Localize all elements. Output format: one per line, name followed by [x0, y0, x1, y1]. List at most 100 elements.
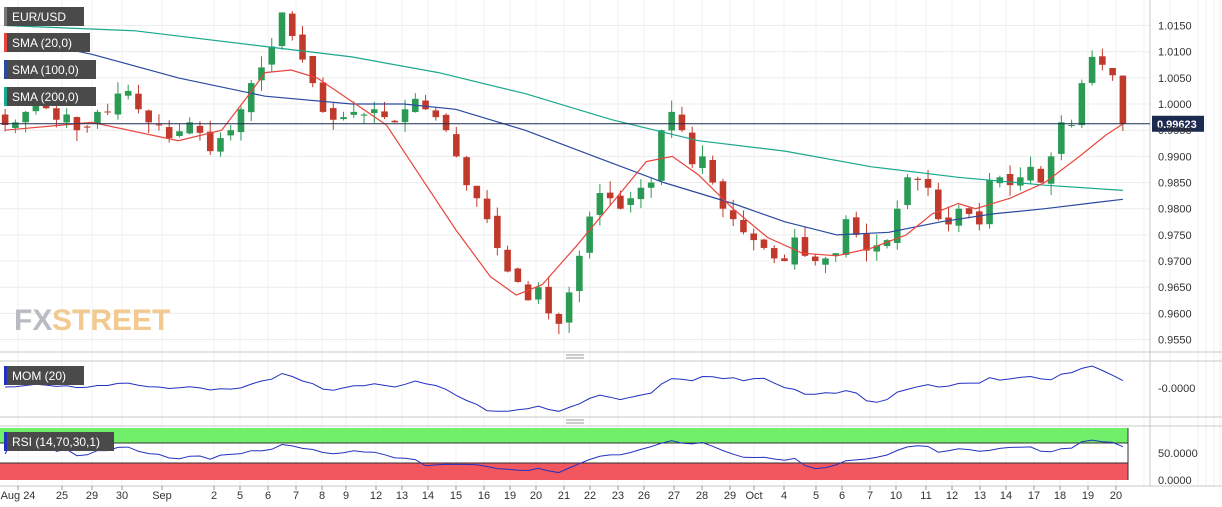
candle: [576, 250, 583, 303]
candle: [565, 286, 573, 333]
legend-sma100[interactable]: SMA (100,0): [4, 60, 96, 79]
candle: [422, 94, 429, 111]
legend-mom-label: MOM (20): [12, 369, 66, 383]
time-tick-label: 5: [237, 490, 243, 502]
price-candles: [1, 11, 1127, 335]
legend-sma200[interactable]: SMA (200,0): [4, 87, 96, 106]
panel-splitter-2[interactable]: [566, 419, 584, 424]
candle: [555, 312, 563, 335]
time-tick-label: 18: [1054, 490, 1066, 502]
legend-sma200-label: SMA (200,0): [12, 90, 79, 104]
time-tick-label: 7: [293, 490, 299, 502]
mom-panel-bg: [0, 361, 1150, 417]
candle: [750, 228, 757, 251]
price-tick-label: 1.0000: [1158, 99, 1192, 111]
time-tick-label: 27: [668, 490, 680, 502]
time-tick-label: 14: [1000, 490, 1012, 502]
sma100-line: [4, 35, 1123, 236]
time-tick-label: Aug 24: [1, 490, 36, 502]
time-tick-label: 12: [370, 490, 382, 502]
time-tick-label: 13: [396, 490, 408, 502]
time-tick-label: 20: [1110, 490, 1122, 502]
time-tick-label: 9: [343, 490, 349, 502]
candle: [94, 109, 101, 129]
rsi-tick-50: 50.0000: [1158, 448, 1198, 460]
candle: [842, 215, 850, 258]
candle: [1099, 48, 1106, 71]
rsi-line: [4, 432, 1124, 474]
fxstreet-logo: FX STREET: [14, 304, 170, 337]
candle: [781, 254, 788, 262]
candle: [12, 119, 19, 134]
candle: [586, 211, 593, 259]
price-tick-label: 0.9700: [1158, 256, 1192, 268]
candle: [432, 107, 440, 121]
candle: [1037, 166, 1045, 184]
candle: [504, 245, 511, 273]
candle: [145, 109, 152, 134]
legend-symbol[interactable]: EUR/USD: [4, 7, 84, 26]
candle: [473, 185, 481, 207]
time-tick-label: 14: [422, 490, 434, 502]
candle: [1027, 156, 1034, 185]
candle: [1, 108, 9, 132]
candle: [494, 207, 501, 256]
candle: [811, 253, 819, 266]
candle: [678, 106, 686, 133]
candle: [935, 182, 942, 221]
legend-sma20-label: SMA (20,0): [12, 36, 72, 50]
legend-sma20[interactable]: SMA (20,0): [4, 33, 90, 52]
legend-mom[interactable]: MOM (20): [4, 366, 84, 385]
candle: [883, 239, 891, 249]
candle: [371, 101, 378, 123]
candle: [463, 155, 470, 191]
candle: [606, 181, 614, 206]
candle: [647, 177, 655, 198]
candle: [514, 267, 522, 283]
price-tick-label: 0.9900: [1158, 151, 1192, 163]
time-tick-label: 6: [265, 490, 271, 502]
panel-splitter-1[interactable]: [566, 354, 584, 359]
time-tick-label: 22: [584, 490, 596, 502]
legend-rsi[interactable]: RSI (14,70,30,1): [4, 432, 114, 451]
time-tick-label: 25: [56, 490, 68, 502]
candle: [217, 132, 224, 157]
legend-rsi-label: RSI (14,70,30,1): [12, 435, 100, 449]
time-tick-label: 23: [612, 490, 624, 502]
candle: [319, 77, 327, 113]
panel-borders: [0, 0, 1222, 487]
candle: [893, 200, 901, 250]
time-tick-label: 11: [920, 490, 931, 502]
time-tick-label: 12: [946, 490, 958, 502]
candle: [135, 84, 142, 114]
price-tick-label: 1.0050: [1158, 73, 1192, 85]
time-tick-label: 6: [839, 490, 845, 502]
time-tick-label: 29: [86, 490, 98, 502]
price-tick-label: 0.9550: [1158, 335, 1192, 347]
mom-tick: -0.0000: [1158, 383, 1195, 395]
time-tick-label: 7: [867, 490, 873, 502]
price-tick-label: 0.9650: [1158, 282, 1192, 294]
legend-sma100-label: SMA (100,0): [12, 63, 79, 77]
time-tick-label: 8: [319, 490, 325, 502]
grid-lines: [0, 0, 1221, 486]
candle: [688, 126, 696, 168]
time-tick-label: 30: [116, 490, 128, 502]
rsi-oversold-zone: [0, 463, 1128, 480]
price-axis: 1.0150 1.0100 1.0050 1.0000 0.9950 0.9900 0.98…: [1158, 21, 1192, 347]
candle: [658, 129, 665, 186]
candle: [442, 113, 450, 133]
candle: [873, 234, 881, 261]
candle: [340, 111, 347, 121]
time-tick-label: 19: [504, 490, 516, 502]
candle: [247, 80, 255, 121]
candle: [627, 191, 634, 213]
price-panel-bg: [0, 0, 1150, 352]
logo-fx: FX: [14, 304, 52, 337]
candle: [1109, 67, 1116, 81]
candle: [453, 126, 460, 158]
candle: [299, 26, 306, 63]
candle: [545, 276, 552, 320]
time-tick-label: 29: [724, 490, 736, 502]
